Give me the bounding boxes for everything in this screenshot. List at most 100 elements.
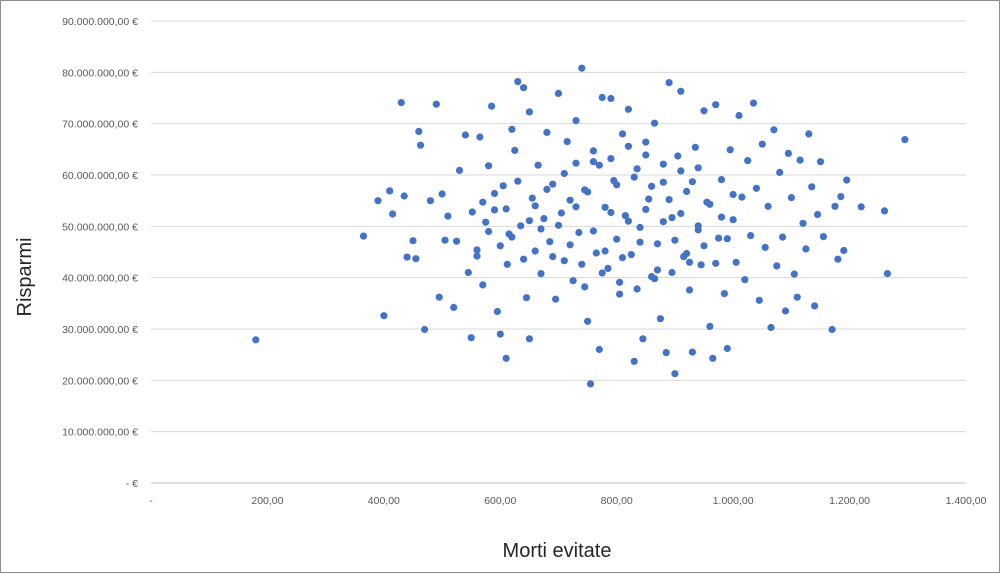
y-tick-label: 20.000.000,00 € xyxy=(62,375,138,387)
data-point xyxy=(554,221,563,229)
data-point xyxy=(569,277,577,285)
data-point xyxy=(720,290,729,298)
data-point xyxy=(694,222,702,230)
data-point xyxy=(651,275,659,283)
data-point xyxy=(496,242,504,250)
data-point xyxy=(677,87,685,95)
data-point xyxy=(601,247,609,255)
data-point xyxy=(520,84,528,92)
data-point xyxy=(514,78,522,86)
data-point xyxy=(618,130,627,138)
data-point xyxy=(624,217,633,225)
data-point xyxy=(752,184,761,192)
data-point xyxy=(578,64,586,72)
data-point xyxy=(723,235,731,243)
data-point xyxy=(412,255,420,263)
x-tick-label: 1.400,00 xyxy=(946,495,987,507)
data-point xyxy=(636,223,644,231)
data-point xyxy=(560,169,568,178)
data-point xyxy=(476,133,484,141)
data-point xyxy=(432,100,440,108)
data-point xyxy=(738,193,746,201)
data-points xyxy=(252,64,909,388)
data-point xyxy=(776,168,784,176)
data-point xyxy=(584,317,592,325)
data-point xyxy=(840,246,848,255)
data-point xyxy=(397,99,405,107)
data-point xyxy=(653,240,662,248)
data-point xyxy=(883,270,892,278)
data-point xyxy=(834,255,842,263)
x-tick-label: - xyxy=(149,495,153,507)
x-axis-title: Morti evitate xyxy=(503,540,612,562)
data-point xyxy=(758,140,766,148)
data-point xyxy=(592,249,600,257)
data-point xyxy=(808,183,816,191)
data-point xyxy=(453,237,461,245)
data-point xyxy=(781,307,790,315)
data-point xyxy=(764,202,772,210)
data-point xyxy=(578,260,586,268)
x-tick-label: 800,00 xyxy=(601,495,633,507)
data-point xyxy=(819,233,828,241)
data-point xyxy=(473,252,481,260)
data-point xyxy=(403,253,411,261)
data-point xyxy=(490,206,499,214)
data-point xyxy=(595,161,603,169)
data-point xyxy=(659,160,667,168)
data-point xyxy=(581,283,589,291)
data-point xyxy=(709,354,717,362)
data-point xyxy=(534,161,542,169)
data-point xyxy=(482,218,490,226)
data-point xyxy=(560,257,568,265)
y-axis-title: Risparmi xyxy=(14,238,36,317)
data-point xyxy=(502,354,510,362)
data-point xyxy=(668,268,676,277)
data-point xyxy=(552,295,560,303)
data-point xyxy=(563,138,571,146)
data-point xyxy=(639,335,647,343)
data-point xyxy=(508,233,516,241)
data-point xyxy=(636,238,644,246)
data-point xyxy=(770,126,778,134)
data-point xyxy=(796,156,804,164)
data-point xyxy=(421,325,429,334)
data-point xyxy=(572,203,580,211)
data-point xyxy=(586,380,595,388)
x-tick-label: 200,00 xyxy=(251,495,283,507)
data-point xyxy=(831,202,839,210)
data-point xyxy=(712,101,720,109)
data-point xyxy=(685,258,694,266)
data-point xyxy=(549,253,557,261)
data-point xyxy=(525,335,534,343)
data-point xyxy=(566,241,574,249)
data-point xyxy=(659,218,667,226)
data-point xyxy=(386,187,394,195)
data-point xyxy=(479,281,487,289)
data-point xyxy=(767,323,775,332)
data-point xyxy=(549,180,557,188)
data-point xyxy=(595,345,603,354)
data-point xyxy=(554,89,563,97)
y-tick-label: 90.000.000,00 € xyxy=(62,16,138,28)
data-point xyxy=(409,237,417,245)
data-point xyxy=(426,197,434,205)
data-point xyxy=(828,325,836,334)
data-point xyxy=(816,158,825,166)
y-tick-label: - € xyxy=(126,478,138,490)
data-point xyxy=(627,251,635,259)
data-point xyxy=(744,157,752,165)
x-tick-label: 1.200,00 xyxy=(829,495,870,507)
data-point xyxy=(642,151,650,159)
data-point xyxy=(799,219,807,227)
data-point xyxy=(761,243,769,251)
data-point xyxy=(359,232,368,240)
data-point xyxy=(540,215,548,223)
data-point xyxy=(671,236,679,244)
data-point xyxy=(784,149,793,157)
data-point xyxy=(735,111,743,120)
data-point xyxy=(642,138,650,146)
data-point xyxy=(802,245,810,253)
data-point xyxy=(488,102,496,110)
data-point xyxy=(633,285,641,293)
